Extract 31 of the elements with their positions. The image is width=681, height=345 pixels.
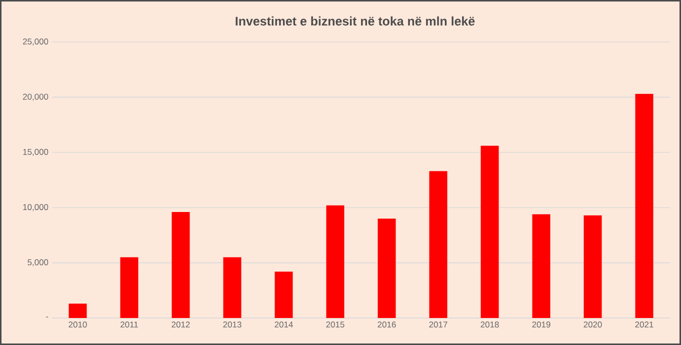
bar: [274, 272, 293, 318]
x-tick-label: 2021: [635, 322, 654, 328]
x-tick-label: 2019: [532, 322, 550, 328]
bar: [635, 94, 654, 318]
y-tick-label: 25,000: [23, 38, 48, 46]
bar: [378, 218, 396, 318]
x-tick-label: 2013: [223, 322, 242, 328]
x-tick-label: 2015: [326, 322, 344, 328]
bar: [172, 212, 190, 318]
bar: [223, 257, 242, 318]
bar: [584, 215, 602, 318]
bar: [326, 205, 344, 318]
y-tick-label: 5,000: [28, 259, 48, 266]
x-tick-label: 2011: [120, 322, 138, 328]
bar: [532, 214, 550, 318]
bar: [429, 171, 448, 318]
x-tick-label: 2020: [584, 322, 602, 328]
bar: [480, 146, 499, 318]
x-tick-label: 2014: [274, 322, 293, 328]
bar: [120, 257, 138, 318]
y-tick-label: -: [46, 316, 48, 318]
x-tick-label: 2017: [429, 322, 448, 328]
y-tick-label: 20,000: [23, 94, 48, 101]
x-tick-label: 2016: [378, 322, 396, 328]
x-tick-label: 2018: [480, 322, 499, 328]
y-tick-label: 10,000: [23, 204, 48, 212]
x-tick-label: 2010: [68, 322, 87, 328]
x-tick-label: 2012: [172, 322, 190, 328]
chart-title: Investimet e biznesit në toka në mln lekë: [236, 16, 475, 26]
bar: [68, 304, 87, 318]
y-tick-label: 15,000: [23, 148, 48, 156]
